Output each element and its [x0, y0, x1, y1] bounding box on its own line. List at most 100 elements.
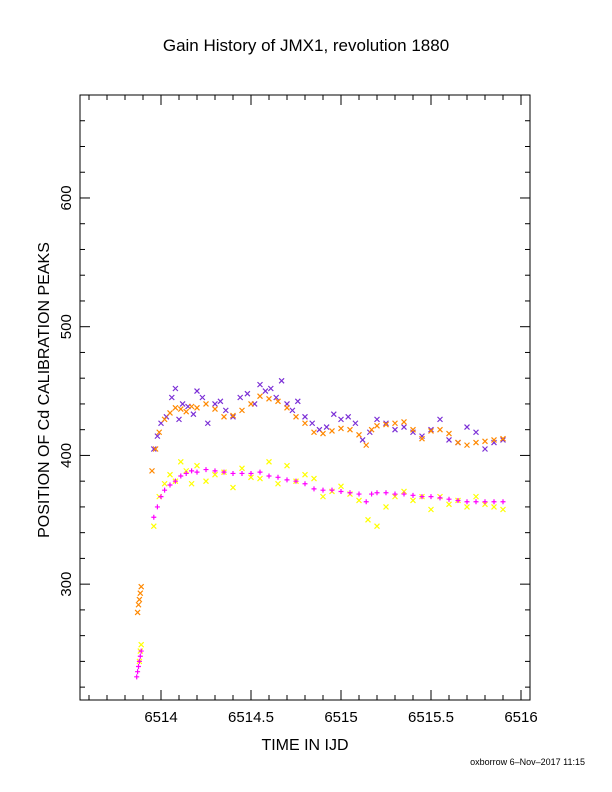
series-3 — [134, 467, 506, 680]
data-point — [203, 467, 209, 473]
data-point — [257, 475, 263, 482]
data-point — [284, 477, 290, 483]
data-point — [212, 468, 218, 474]
data-point — [374, 422, 380, 429]
data-point — [167, 471, 173, 478]
data-point — [212, 471, 218, 478]
data-point — [356, 491, 362, 497]
data-point — [320, 430, 326, 437]
data-point — [266, 473, 272, 479]
data-point — [239, 470, 245, 476]
data-point — [311, 486, 317, 492]
data-point — [149, 467, 155, 474]
data-point — [473, 429, 479, 436]
data-point — [363, 442, 370, 449]
data-point — [302, 420, 308, 427]
data-point — [329, 428, 335, 434]
data-point — [500, 506, 506, 513]
data-point — [482, 438, 488, 445]
data-point — [230, 484, 236, 491]
data-point — [189, 468, 195, 474]
data-point — [311, 429, 317, 436]
data-point — [293, 413, 299, 420]
data-point — [162, 487, 168, 493]
data-point — [330, 411, 337, 418]
data-point — [401, 419, 407, 425]
data-point — [156, 429, 163, 436]
data-point — [419, 435, 425, 442]
data-point — [383, 421, 389, 428]
series-0 — [150, 377, 506, 452]
data-point — [217, 398, 224, 405]
data-point — [152, 446, 159, 452]
data-point — [275, 474, 281, 480]
data-point — [138, 648, 144, 654]
data-point — [267, 385, 274, 392]
data-point — [482, 499, 488, 505]
data-point — [177, 406, 184, 413]
data-point — [221, 469, 227, 475]
data-point — [137, 590, 144, 597]
data-point — [257, 469, 263, 475]
data-point — [338, 483, 344, 490]
data-point — [134, 674, 140, 680]
data-point — [464, 503, 470, 510]
data-point — [338, 488, 344, 494]
chart-title: Gain History of JMX1, revolution 1880 — [162, 36, 450, 55]
data-point — [464, 499, 470, 505]
data-point — [464, 424, 470, 431]
data-point — [401, 491, 407, 497]
data-point — [302, 481, 308, 487]
footer-timestamp: oxborrow 6–Nov–2017 11:15 — [470, 757, 585, 767]
data-point — [138, 641, 145, 648]
data-point — [172, 478, 178, 484]
data-point — [183, 467, 190, 474]
data-point — [455, 497, 461, 503]
data-point — [190, 411, 197, 418]
data-point — [293, 478, 299, 484]
data-point — [257, 393, 263, 400]
data-point — [289, 407, 296, 414]
data-point — [178, 473, 184, 479]
data-point — [338, 416, 344, 423]
y-tick-label: 400 — [58, 443, 75, 468]
data-point — [347, 490, 353, 496]
data-point — [278, 377, 285, 384]
data-point — [230, 412, 236, 419]
data-point — [266, 395, 272, 402]
data-point — [401, 424, 407, 431]
data-point — [359, 437, 366, 443]
data-point — [136, 658, 142, 664]
data-point — [188, 480, 195, 487]
data-point — [428, 506, 434, 513]
data-point — [172, 385, 179, 392]
data-point — [464, 442, 470, 449]
data-point — [329, 487, 335, 493]
data-point — [410, 426, 416, 433]
data-point — [136, 664, 141, 670]
data-point — [273, 394, 280, 401]
data-point — [257, 381, 263, 388]
data-point — [410, 497, 416, 504]
data-point — [134, 609, 141, 616]
data-point — [446, 501, 452, 508]
data-point — [302, 471, 308, 478]
data-point — [383, 420, 389, 427]
data-point — [473, 493, 479, 500]
data-point — [294, 398, 301, 405]
data-point — [419, 494, 425, 500]
data-point — [167, 482, 173, 488]
data-point — [168, 394, 175, 401]
data-point — [222, 407, 229, 414]
data-point — [161, 480, 168, 487]
data-point — [167, 410, 173, 416]
data-point — [482, 501, 488, 508]
data-point — [199, 394, 206, 401]
data-point — [262, 388, 269, 394]
data-point — [230, 413, 236, 420]
data-point — [302, 413, 308, 420]
data-point — [491, 499, 497, 505]
data-point — [284, 462, 290, 469]
data-point — [392, 491, 398, 497]
data-point — [194, 388, 200, 394]
